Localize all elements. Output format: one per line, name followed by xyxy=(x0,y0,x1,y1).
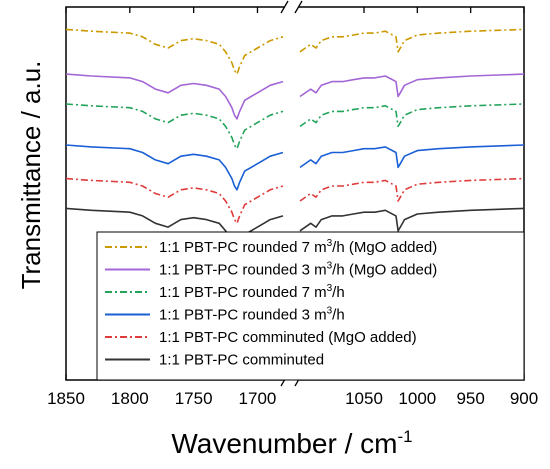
x-tick-label: 1050 xyxy=(345,389,383,408)
x-tick-label: 1850 xyxy=(47,389,85,408)
legend-label: 1:1 PBT-PC rounded 3 m3/h xyxy=(159,306,345,324)
x-tick-label: 1700 xyxy=(239,389,277,408)
legend-label: 1:1 PBT-PC rounded 7 m3/h (MgO added) xyxy=(159,238,437,256)
series-line-5-seg1 xyxy=(65,177,284,225)
series-line-3-seg1 xyxy=(65,103,284,150)
x-tick-label: 900 xyxy=(510,389,538,408)
x-tick-label: 1000 xyxy=(398,389,436,408)
x-axis-title: Wavenumber / cm-1 xyxy=(171,427,412,459)
series-line-4-seg2 xyxy=(299,144,525,169)
series-line-3-seg2 xyxy=(299,103,525,128)
series-line-2-seg2 xyxy=(299,73,525,98)
legend: 1:1 PBT-PC rounded 7 m3/h (MgO added) 1:1… xyxy=(96,231,525,381)
series-line-4-seg1 xyxy=(65,144,284,191)
x-tick-label: 1750 xyxy=(175,389,213,408)
legend-label: 1:1 PBT-PC comminuted (MgO added) xyxy=(159,329,417,346)
axes-layer: 1850 1800 1750 1700 1050 1000 950 900 xyxy=(47,7,538,408)
axis-break-mark-top-right xyxy=(294,0,303,14)
series-layer xyxy=(65,28,525,254)
series-line-2-seg1 xyxy=(65,73,284,120)
legend-label: 1:1 PBT-PC rounded 7 m3/h xyxy=(159,283,345,301)
series-line-1-seg1 xyxy=(65,28,284,75)
legend-box xyxy=(96,231,525,381)
y-axis-title: Transmittance / a.u. xyxy=(16,61,46,290)
legend-label: 1:1 PBT-PC rounded 3 m3/h (MgO added) xyxy=(159,261,437,279)
series-line-1-seg2 xyxy=(299,28,525,53)
legend-label: 1:1 PBT-PC comminuted xyxy=(159,352,324,369)
axis-break-mark-top-left xyxy=(280,0,289,14)
axis-break-gap-top xyxy=(284,5,299,10)
series-line-5-seg2 xyxy=(299,177,525,202)
series-line-6-seg1 xyxy=(65,207,284,254)
x-tick-label: 1800 xyxy=(111,389,149,408)
x-tick-label: 950 xyxy=(456,389,484,408)
series-line-6-seg2 xyxy=(299,207,525,232)
